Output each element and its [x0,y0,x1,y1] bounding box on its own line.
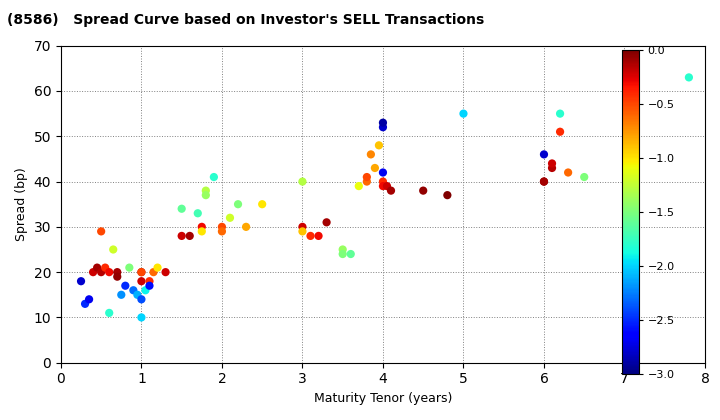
Point [200,187,212,194]
Point [132,291,143,298]
Point [539,178,550,185]
Point [216,223,228,230]
Point [297,223,308,230]
Point [148,269,159,276]
Point [144,282,156,289]
Point [120,282,131,289]
Point [208,174,220,181]
Point [305,233,316,239]
Point [176,233,187,239]
Point [184,233,196,239]
X-axis label: Maturity Tenor (years): Maturity Tenor (years) [314,392,452,405]
Point [196,228,207,235]
Point [369,165,381,171]
Point [79,300,91,307]
Point [84,296,95,303]
Point [337,246,348,253]
Point [321,219,333,226]
Point [377,124,389,131]
Point [441,192,453,199]
Point [539,151,550,158]
Point [140,287,151,294]
Point [135,296,147,303]
Point [377,178,389,185]
Point [312,233,324,239]
Point [377,169,389,176]
Point [152,264,163,271]
Point [377,119,389,126]
Point [160,269,171,276]
Point [135,269,147,276]
Point [124,264,135,271]
Point [135,269,147,276]
Point [546,160,558,167]
Point [112,269,123,276]
Point [683,74,695,81]
Point [578,174,590,181]
Point [104,310,115,316]
Point [539,178,550,185]
Point [200,192,212,199]
Point [297,228,308,235]
Point [385,187,397,194]
Point [216,228,228,235]
Point [99,264,111,271]
Point [365,151,377,158]
Point [361,174,373,181]
Point [297,178,308,185]
Point [196,223,207,230]
Point [361,178,373,185]
Point [112,273,123,280]
Point [554,129,566,135]
Point [224,215,235,221]
Y-axis label: Spread (bp): Spread (bp) [15,167,28,241]
Point [127,287,139,294]
Point [554,110,566,117]
Point [381,183,392,189]
Point [377,183,389,189]
Point [353,183,364,189]
Point [337,251,348,257]
Point [176,205,187,212]
Point [240,223,252,230]
Text: (8586)   Spread Curve based on Investor's SELL Transactions: (8586) Spread Curve based on Investor's … [7,13,485,26]
Point [256,201,268,207]
Point [144,278,156,285]
Point [135,278,147,285]
Point [87,269,99,276]
Point [104,269,115,276]
Point [115,291,127,298]
Point [76,278,87,285]
Point [373,142,384,149]
Point [458,110,469,117]
Point [192,210,204,217]
Point [345,251,356,257]
Point [418,187,429,194]
Point [233,201,244,207]
Point [95,228,107,235]
Point [135,314,147,321]
Point [562,169,574,176]
Point [546,165,558,171]
Point [107,246,119,253]
Point [91,264,103,271]
Point [95,269,107,276]
